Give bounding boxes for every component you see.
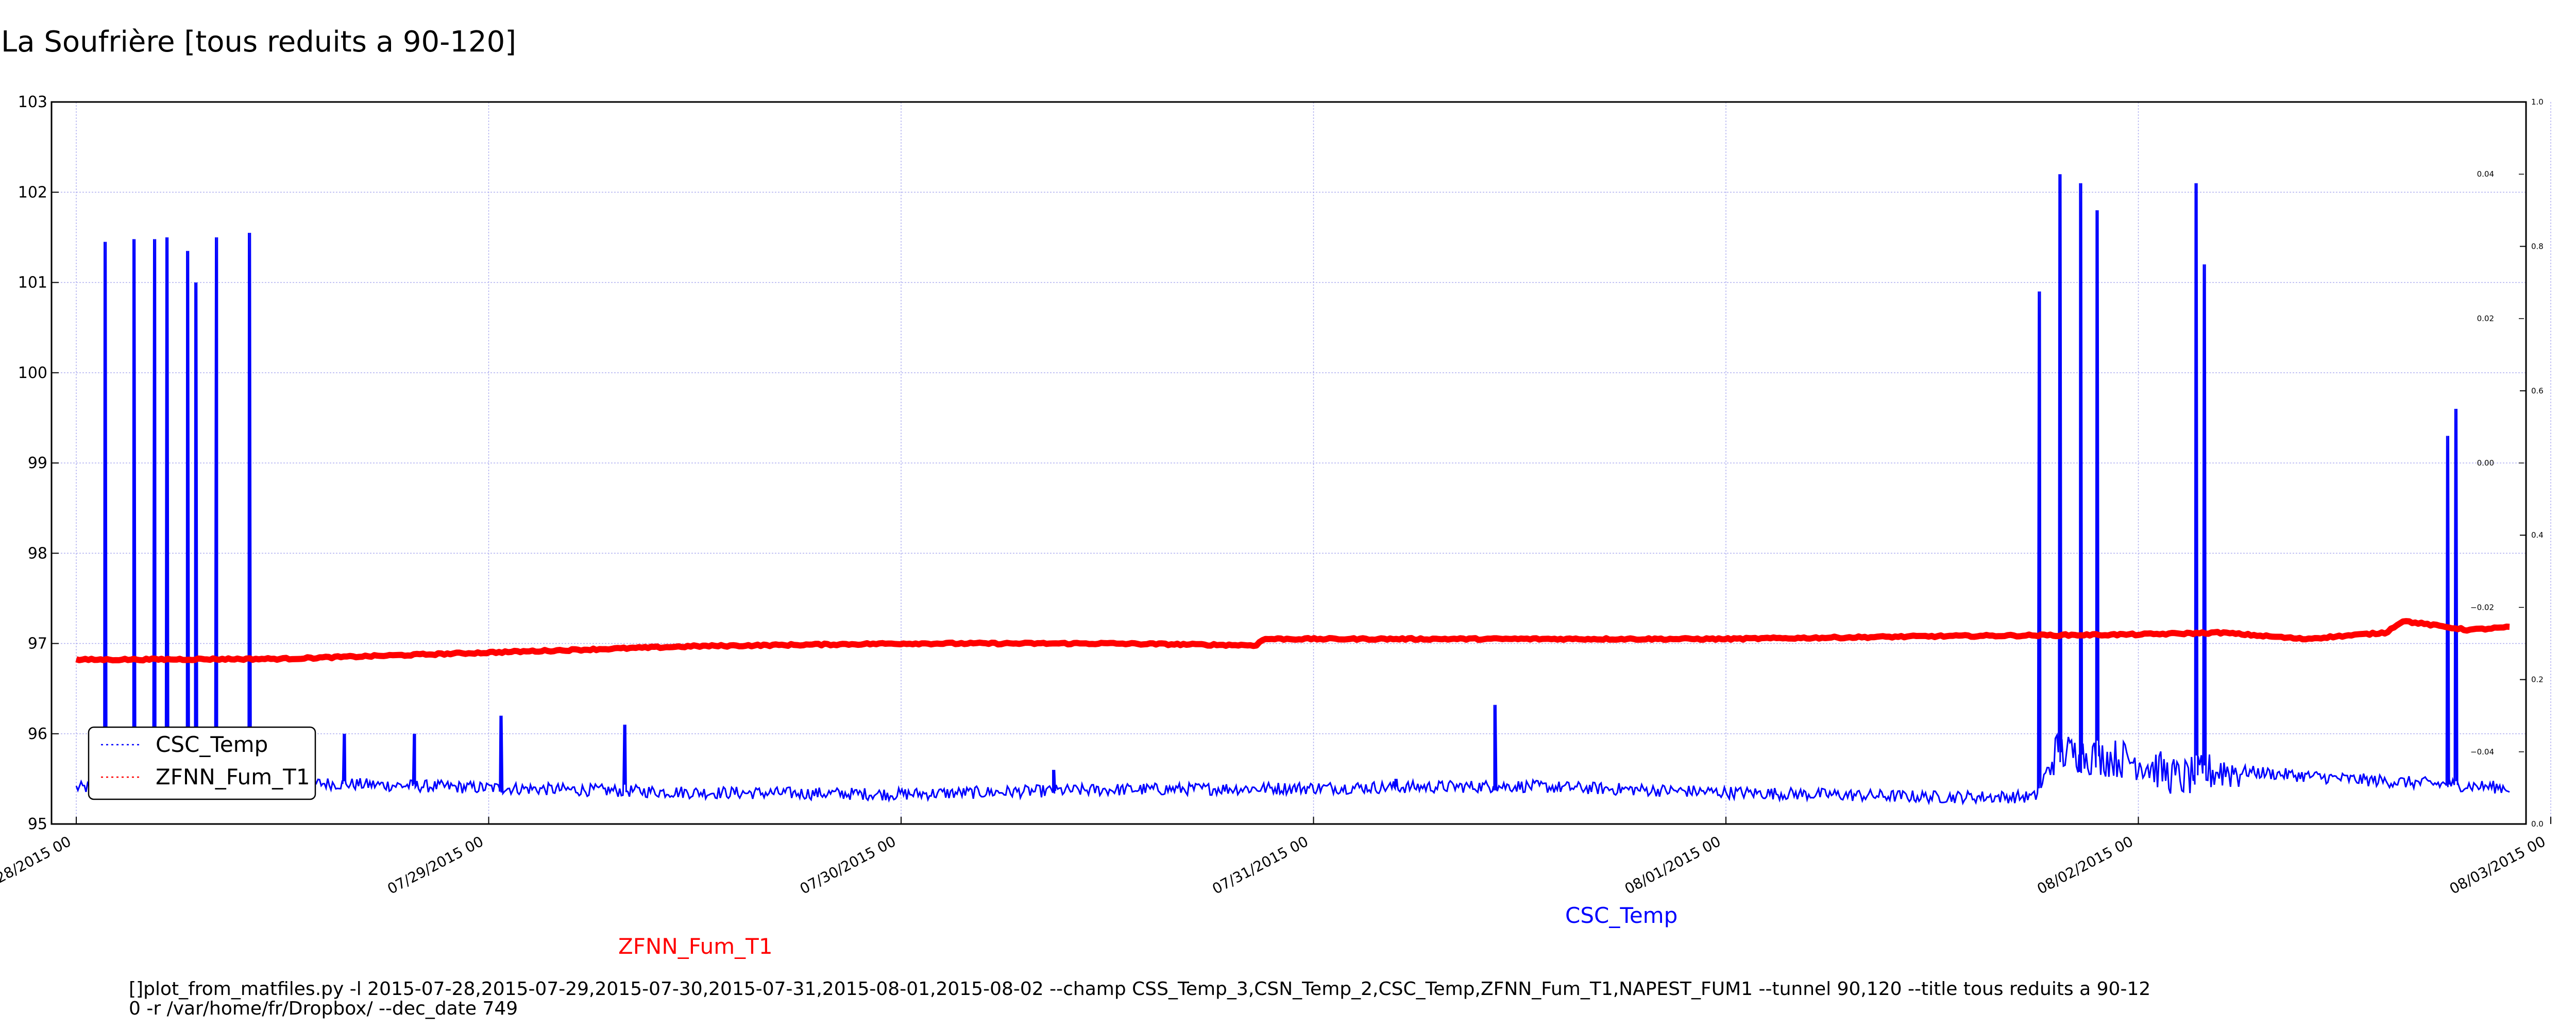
zfnn-fum-t1-line xyxy=(75,618,2510,664)
y2-tick-label: 0.2 xyxy=(2531,675,2544,684)
chart-title: La Soufrière [tous reduits a 90-120] xyxy=(1,25,516,59)
y-tick-label: 100 xyxy=(18,364,47,382)
y-tick-label: 102 xyxy=(18,183,47,201)
y-tick-label: 101 xyxy=(18,274,47,292)
series-label-csc: CSC_Temp xyxy=(1565,903,1677,928)
y-tick-label: 97 xyxy=(28,635,47,653)
x-tick-label: 08/01/2015 00 xyxy=(1622,833,1723,898)
y3-tick-label: −0.02 xyxy=(2470,603,2494,612)
y2-tick-label: 0.8 xyxy=(2531,242,2544,251)
y2-tick-label: 1.0 xyxy=(2531,97,2544,107)
command-line-1: []plot_from_matfiles.py -l 2015-07-28,20… xyxy=(129,978,2150,1000)
y3-tick-label: 0.02 xyxy=(2477,314,2494,323)
x-tick-label: 07/31/2015 00 xyxy=(1210,833,1311,898)
plot-area xyxy=(50,101,2527,825)
y2-tick-label: 0.6 xyxy=(2531,386,2544,396)
csc-temp-line xyxy=(75,174,2510,805)
y3-tick-label: 0.04 xyxy=(2477,169,2494,179)
series xyxy=(75,174,2510,805)
x-tick-label: 07/30/2015 00 xyxy=(797,833,899,898)
y2-tick-label: 0.0 xyxy=(2531,819,2544,829)
series-label-zfnn: ZFNN_Fum_T1 xyxy=(618,934,773,959)
y3-tick-label: −0.04 xyxy=(2470,747,2494,757)
x-tick-label: 07/29/2015 00 xyxy=(385,833,486,898)
legend: CSC_Temp ZFNN_Fum_T1 xyxy=(88,726,316,800)
y-tick-label: 95 xyxy=(28,815,47,833)
command-line-2: 0 -r /var/home/fr/Dropbox/ --dec_date 74… xyxy=(129,998,518,1019)
x-tick-label: 08/02/2015 00 xyxy=(2035,833,2136,898)
y2-tick-label: 0.4 xyxy=(2531,530,2544,540)
x-tick-label: 07/28/2015 00 xyxy=(0,833,74,898)
y-tick-label: 99 xyxy=(28,454,47,472)
grid xyxy=(52,102,2551,824)
y-tick-label: 98 xyxy=(28,544,47,562)
y-tick-label: 103 xyxy=(18,93,47,111)
x-tick-label: 08/03/2015 00 xyxy=(2447,833,2548,898)
legend-label: CSC_Temp xyxy=(156,732,268,757)
y3-tick-label: 0.00 xyxy=(2477,458,2494,468)
y-tick-label: 96 xyxy=(28,725,47,743)
legend-box xyxy=(88,726,316,800)
legend-label: ZFNN_Fum_T1 xyxy=(156,764,310,789)
